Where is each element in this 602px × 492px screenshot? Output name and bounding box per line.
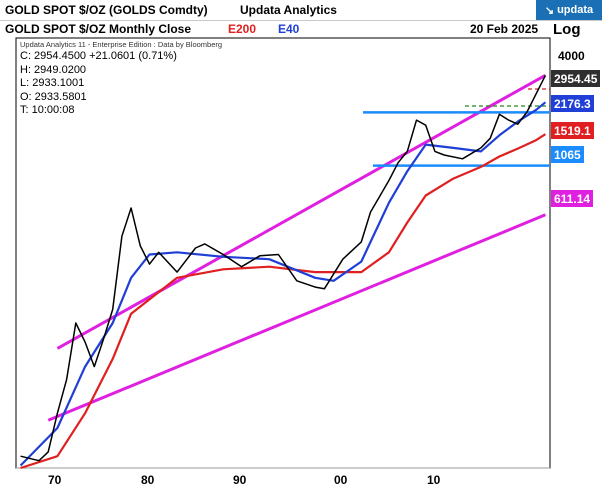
vendor-title: Updata Analytics	[240, 3, 337, 17]
price-tag-2954-45: 2954.45	[551, 70, 601, 87]
close-text: C: 2954.4500 +21.0601 (0.71%)	[20, 50, 177, 62]
x-tick-70: 70	[48, 473, 62, 487]
price-tag-611-14: 611.14	[551, 190, 594, 207]
price-line	[20, 75, 547, 462]
price-tag-1065: 1065	[551, 146, 584, 163]
x-tick-10: 10	[427, 473, 441, 487]
chart-date: 20 Feb 2025	[470, 22, 539, 36]
channel-lower-line	[47, 213, 546, 422]
ohlc-panel: Updata Analytics 11 - Enterprise Edition…	[20, 40, 222, 118]
ema40-line	[19, 101, 547, 467]
ema200-line	[20, 133, 546, 470]
time-text: T: 10:00:08	[20, 104, 75, 116]
price-tag-1519-1: 1519.1	[551, 122, 594, 139]
x-tick-00: 00	[334, 473, 348, 487]
edition-text: Updata Analytics 11 - Enterprise Edition…	[20, 40, 223, 49]
high-text: H: 2949.0200	[20, 63, 87, 76]
title-bar: GOLD SPOT $/OZ (GOLDS Comdty) Updata Ana…	[0, 0, 602, 21]
channel-upper-line	[56, 73, 547, 350]
instrument-title: GOLD SPOT $/OZ (GOLDS Comdty)	[5, 3, 208, 17]
brand-icon: ↘	[544, 4, 555, 17]
price-tag-2176-3: 2176.3	[551, 95, 594, 112]
ema200-legend: E200	[228, 22, 257, 36]
ema40-legend: E40	[278, 22, 300, 36]
low-text: L: 2933.1001	[20, 77, 85, 89]
y-tick-4000: 4000	[558, 49, 585, 63]
series-name: GOLD SPOT $/OZ Monthly Close	[5, 22, 192, 36]
brand-logo[interactable]: ↘ updata	[536, 0, 602, 20]
x-tick-90: 90	[233, 473, 247, 487]
x-tick-80: 80	[141, 473, 155, 487]
open-text: O: 2933.5801	[20, 90, 87, 103]
scale-label: Log	[553, 21, 581, 38]
info-bar: GOLD SPOT $/OZ Monthly Close E200 E40 20…	[0, 21, 550, 38]
brand-label: updata	[557, 4, 594, 16]
